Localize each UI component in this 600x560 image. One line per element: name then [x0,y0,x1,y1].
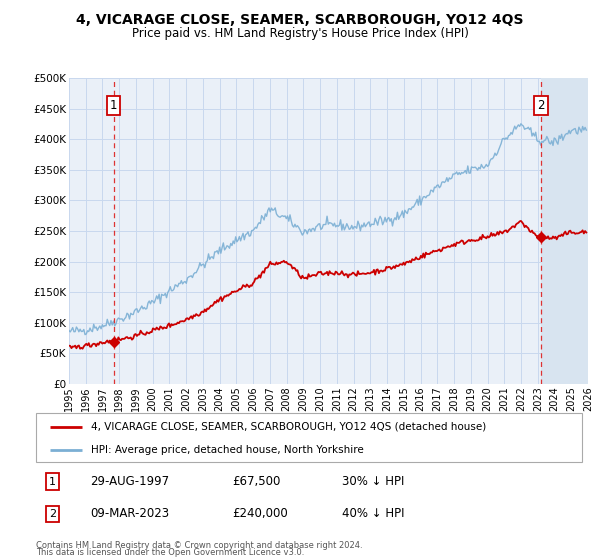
Text: £67,500: £67,500 [233,475,281,488]
Text: 30% ↓ HPI: 30% ↓ HPI [342,475,404,488]
Text: 2: 2 [49,509,56,519]
Text: 4, VICARAGE CLOSE, SEAMER, SCARBOROUGH, YO12 4QS (detached house): 4, VICARAGE CLOSE, SEAMER, SCARBOROUGH, … [91,422,486,432]
Bar [541,78,588,384]
Text: 29-AUG-1997: 29-AUG-1997 [91,475,170,488]
Text: 1: 1 [49,477,56,487]
Text: 4, VICARAGE CLOSE, SEAMER, SCARBOROUGH, YO12 4QS: 4, VICARAGE CLOSE, SEAMER, SCARBOROUGH, … [76,13,524,27]
Text: HPI: Average price, detached house, North Yorkshire: HPI: Average price, detached house, Nort… [91,445,364,455]
Text: 2: 2 [537,99,545,113]
Text: £240,000: £240,000 [233,507,289,520]
Text: 1: 1 [110,99,117,113]
Text: 40% ↓ HPI: 40% ↓ HPI [342,507,404,520]
FancyBboxPatch shape [36,413,582,462]
Text: Contains HM Land Registry data © Crown copyright and database right 2024.: Contains HM Land Registry data © Crown c… [36,541,362,550]
Text: This data is licensed under the Open Government Licence v3.0.: This data is licensed under the Open Gov… [36,548,304,557]
Text: 09-MAR-2023: 09-MAR-2023 [91,507,170,520]
Text: Price paid vs. HM Land Registry's House Price Index (HPI): Price paid vs. HM Land Registry's House … [131,27,469,40]
